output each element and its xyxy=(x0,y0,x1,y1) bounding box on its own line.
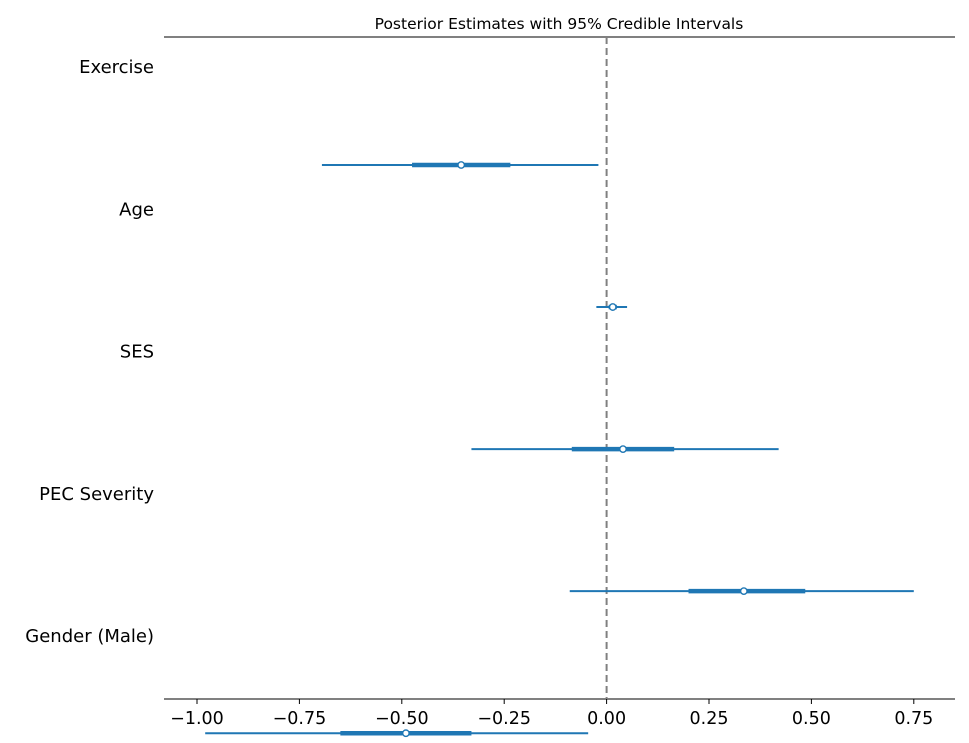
estimate-series xyxy=(205,161,914,738)
y-axis-labels: Exercise Age SES PEC Severity Gender (Male) xyxy=(25,57,154,647)
x-tick-label: −0.50 xyxy=(375,709,429,729)
x-tick-label: −1.00 xyxy=(170,709,224,729)
point-estimate xyxy=(739,587,748,596)
y-label: Age xyxy=(119,199,154,220)
y-label: SES xyxy=(120,342,154,363)
x-axis-ticks: −1.00 −0.75 −0.50 −0.25 0.00 0.25 0.50 0.75 xyxy=(170,699,933,729)
point-estimate xyxy=(457,161,466,169)
x-tick-label: 0.50 xyxy=(792,709,831,729)
x-tick-label: −0.75 xyxy=(273,709,327,729)
estimate-row xyxy=(321,161,599,169)
x-tick-label: 0.25 xyxy=(690,709,729,729)
point-estimate xyxy=(401,729,410,738)
point-estimate xyxy=(608,303,617,311)
x-tick-label: 0.75 xyxy=(894,709,933,729)
y-label: Exercise xyxy=(79,57,154,78)
estimate-row xyxy=(471,445,779,453)
y-label: Gender (Male) xyxy=(25,626,154,647)
point-estimate xyxy=(619,445,627,453)
chart-title: Posterior Estimates with 95% Credible In… xyxy=(375,15,744,33)
estimate-row xyxy=(569,587,914,596)
x-tick-label: 0.00 xyxy=(587,709,626,729)
estimate-row xyxy=(596,303,628,311)
estimate-row xyxy=(205,729,589,738)
x-tick-label: −0.25 xyxy=(477,709,531,729)
y-label: PEC Severity xyxy=(39,484,154,505)
